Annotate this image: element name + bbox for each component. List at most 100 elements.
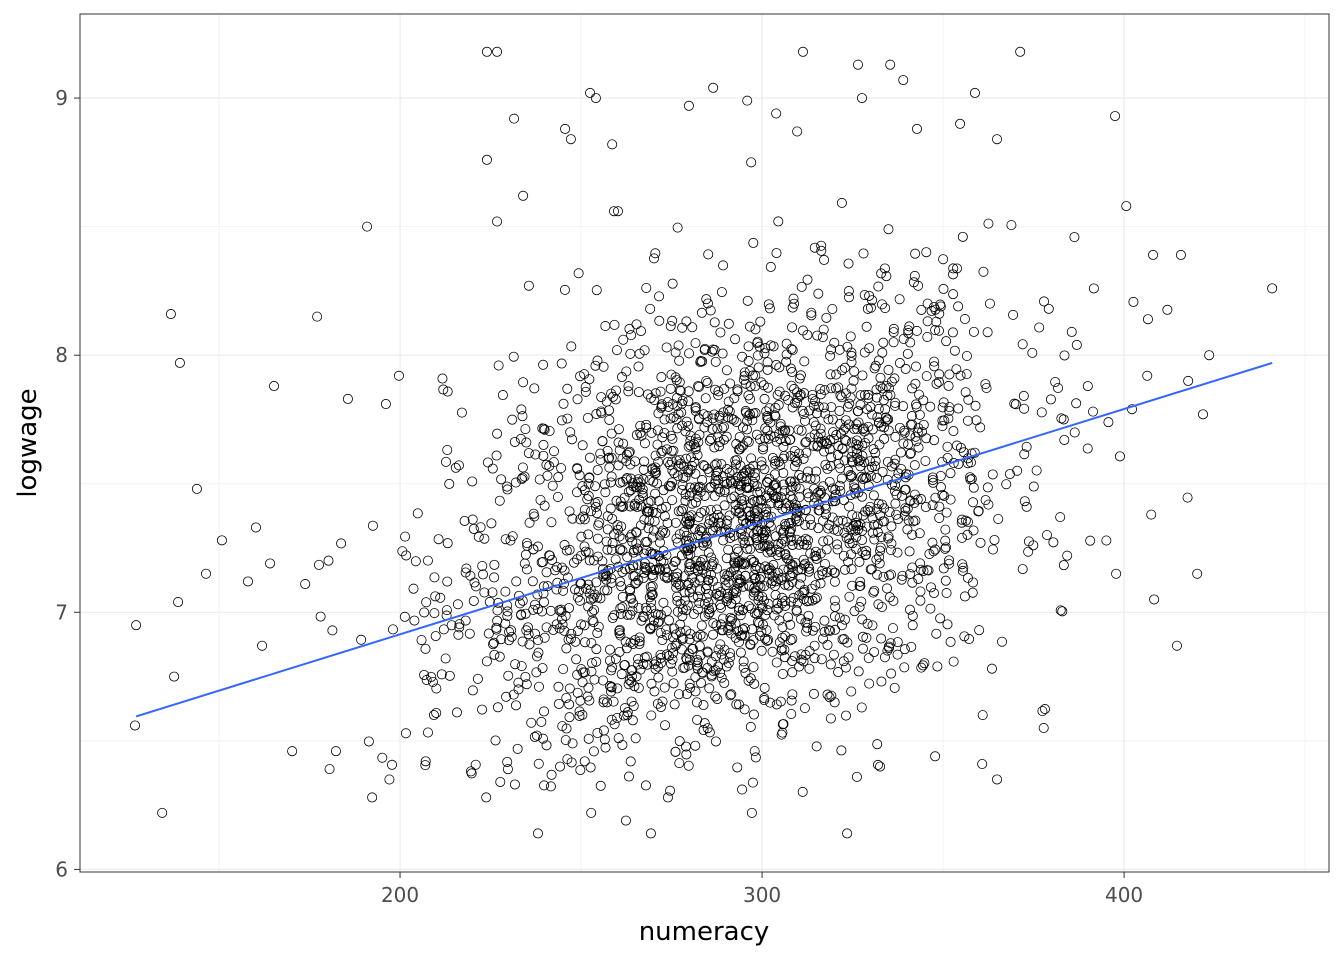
data-point (521, 538, 532, 549)
data-point (674, 355, 685, 366)
data-point (787, 576, 798, 587)
data-point (773, 400, 784, 411)
data-point (419, 607, 430, 618)
data-point (604, 414, 615, 425)
data-point (913, 423, 924, 434)
data-point (1018, 390, 1029, 401)
data-point (774, 615, 785, 626)
data-point (801, 447, 812, 458)
data-point (579, 620, 590, 631)
data-point (874, 558, 885, 569)
data-point (886, 521, 897, 532)
data-point (502, 610, 513, 621)
data-point (926, 582, 937, 593)
data-point (567, 513, 578, 524)
data-point (669, 699, 680, 710)
data-point (907, 577, 918, 588)
data-point (604, 462, 615, 473)
data-point (538, 733, 549, 744)
data-point (914, 409, 925, 420)
data-point (699, 345, 710, 356)
data-point (951, 263, 962, 274)
data-point (681, 545, 692, 556)
data-point (440, 456, 451, 467)
grid (80, 14, 1329, 872)
data-point (578, 667, 589, 678)
data-point (676, 506, 687, 517)
data-point (776, 598, 787, 609)
data-point (492, 605, 503, 616)
data-point (483, 628, 494, 639)
data-point (639, 345, 650, 356)
data-point (615, 603, 626, 614)
data-point (769, 479, 780, 490)
data-point (690, 444, 701, 455)
data-point (915, 586, 926, 597)
data-point (750, 752, 761, 763)
data-point (1148, 249, 1159, 260)
data-point (1055, 512, 1066, 523)
data-point (828, 483, 839, 494)
data-point (509, 436, 520, 447)
data-point (661, 605, 672, 616)
data-point (690, 497, 701, 508)
data-point (541, 622, 552, 633)
data-point (832, 539, 843, 550)
data-point (467, 514, 478, 525)
data-point (675, 626, 686, 637)
data-point (683, 386, 694, 397)
data-point (482, 457, 493, 468)
data-point (710, 691, 721, 702)
data-point (770, 456, 781, 467)
data-point (887, 623, 898, 634)
data-point (685, 435, 696, 446)
data-point (755, 571, 766, 582)
data-point (454, 622, 465, 633)
data-point (580, 382, 591, 393)
data-point (992, 774, 1003, 785)
data-point (780, 596, 791, 607)
data-point (583, 478, 594, 489)
data-point (937, 402, 948, 413)
data-point (565, 134, 576, 145)
data-point (678, 663, 689, 674)
data-point (987, 469, 998, 480)
data-point (440, 653, 451, 664)
data-point (704, 514, 715, 525)
data-point (922, 332, 933, 343)
data-point (377, 752, 388, 763)
data-point (598, 697, 609, 708)
data-point (786, 695, 797, 706)
data-point (506, 631, 517, 642)
data-point (729, 393, 740, 404)
data-point (605, 503, 616, 514)
data-point (469, 577, 480, 588)
data-point (790, 513, 801, 524)
data-point (520, 608, 531, 619)
data-point (867, 620, 878, 631)
data-point (928, 588, 939, 599)
data-point (918, 419, 929, 430)
data-point (490, 735, 501, 746)
data-point (624, 323, 635, 334)
data-point (611, 385, 622, 396)
data-point (1069, 232, 1080, 243)
data-point (843, 258, 854, 269)
data-point (885, 389, 896, 400)
data-point (713, 390, 724, 401)
data-point (948, 426, 959, 437)
data-point (569, 557, 580, 568)
data-point (544, 550, 555, 561)
data-point (931, 378, 942, 389)
data-point (792, 392, 803, 403)
data-point (649, 395, 660, 406)
data-point (973, 505, 984, 516)
data-point (517, 411, 528, 422)
data-point (650, 488, 661, 499)
data-point (472, 673, 483, 684)
data-point (797, 405, 808, 416)
data-point (562, 754, 573, 765)
data-point (590, 360, 601, 371)
data-point (691, 697, 702, 708)
data-point (987, 544, 998, 555)
